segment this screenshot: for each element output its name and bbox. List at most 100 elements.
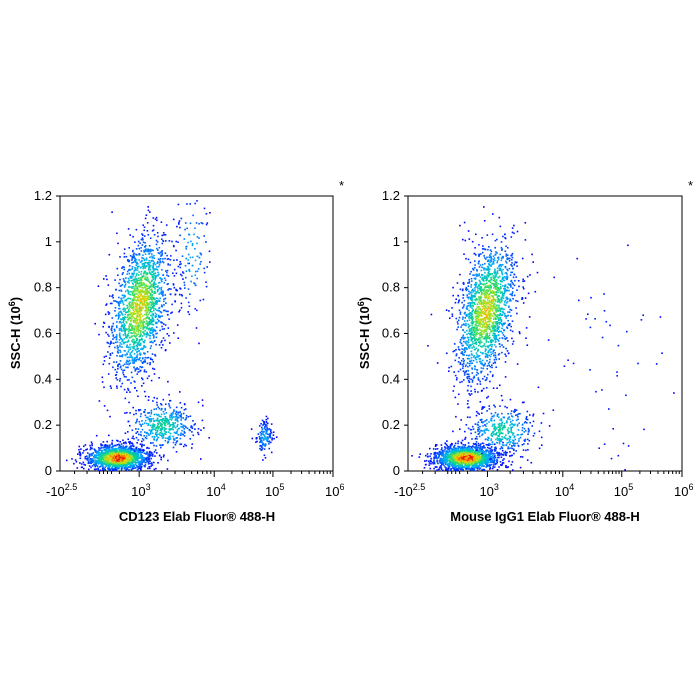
event-point [149, 467, 151, 470]
event-point [467, 285, 470, 287]
event-point [133, 342, 136, 344]
event-point [141, 331, 144, 333]
event-point [128, 281, 130, 284]
event-point [137, 449, 139, 452]
event-point [149, 268, 152, 271]
event-point [90, 460, 92, 463]
event-point [122, 317, 124, 320]
event-point [176, 289, 179, 292]
event-point [137, 310, 139, 312]
event-point [481, 263, 484, 266]
event-point [159, 310, 162, 313]
event-point [114, 464, 117, 466]
event-point [164, 440, 167, 442]
event-point [145, 214, 148, 216]
event-point [492, 330, 495, 332]
event-point [203, 271, 206, 274]
event-point [492, 350, 494, 353]
event-point [500, 330, 502, 333]
event-point [168, 438, 170, 441]
event-point [118, 307, 120, 310]
event-point [127, 319, 129, 321]
event-point [153, 281, 156, 283]
event-point [160, 409, 163, 411]
event-point [179, 234, 181, 237]
event-point [134, 258, 137, 261]
event-point [180, 306, 183, 309]
event-point [131, 346, 134, 348]
event-point [268, 443, 270, 445]
event-point [127, 260, 129, 262]
event-point [139, 324, 142, 326]
event-point [137, 342, 139, 345]
event-point [138, 299, 140, 301]
event-point [141, 378, 144, 381]
event-point [128, 316, 131, 319]
event-point [142, 254, 144, 256]
event-point [125, 462, 127, 464]
event-point [476, 354, 478, 356]
event-point [159, 261, 162, 264]
event-point [128, 454, 131, 456]
event-point [80, 448, 82, 450]
event-point [170, 416, 172, 419]
event-point [131, 457, 134, 459]
event-point [106, 457, 108, 459]
event-point [130, 382, 132, 384]
event-point [120, 447, 123, 449]
event-point [142, 274, 145, 277]
event-point [92, 459, 95, 462]
event-point [146, 279, 148, 281]
event-point [180, 294, 183, 296]
event-point [108, 460, 110, 462]
event-point [117, 365, 119, 367]
event-point [430, 313, 433, 316]
event-point [120, 443, 123, 445]
event-point [157, 260, 159, 263]
event-point [142, 382, 145, 385]
event-point [98, 466, 101, 468]
event-point [185, 257, 187, 260]
event-point [127, 459, 130, 462]
event-point [140, 460, 142, 462]
event-point [151, 428, 154, 431]
event-point [138, 454, 140, 457]
event-point [119, 256, 121, 258]
event-point [148, 434, 150, 436]
event-point [120, 448, 123, 450]
event-point [184, 425, 187, 428]
event-point [147, 458, 150, 461]
event-point [150, 453, 152, 455]
event-point [117, 314, 120, 316]
event-point [152, 304, 154, 306]
event-point [475, 374, 478, 376]
event-point [131, 463, 134, 466]
event-point [178, 414, 181, 417]
event-point [123, 388, 126, 391]
event-point [98, 333, 100, 336]
event-point [141, 377, 143, 379]
event-point [103, 449, 106, 452]
event-point [483, 338, 486, 340]
event-point [126, 391, 128, 393]
event-point [500, 322, 502, 324]
event-point [101, 451, 103, 453]
event-point [161, 432, 164, 435]
event-point [483, 280, 485, 282]
event-point [510, 315, 512, 317]
event-point [132, 311, 135, 314]
event-point [501, 291, 503, 294]
event-point [175, 442, 177, 444]
event-point [149, 296, 152, 299]
event-point [456, 282, 459, 284]
event-point [97, 285, 100, 287]
event-point [162, 410, 165, 413]
event-point [482, 299, 485, 301]
event-point [134, 297, 137, 299]
event-point [138, 433, 140, 436]
event-point [159, 429, 162, 431]
event-point [101, 455, 103, 457]
event-point [128, 458, 130, 460]
event-point [267, 437, 270, 439]
event-point [101, 464, 103, 466]
